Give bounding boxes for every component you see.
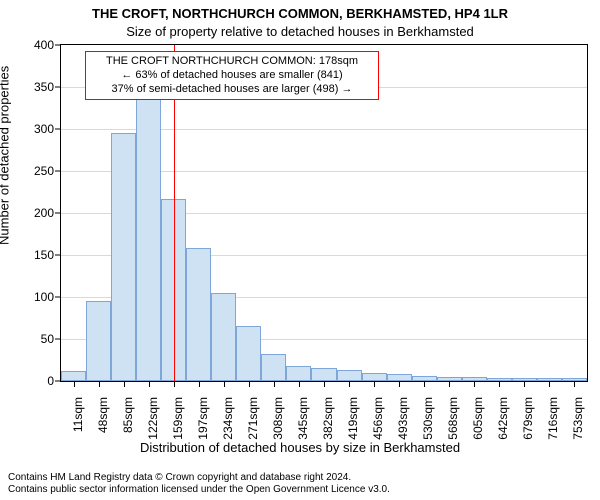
- annotation-line: 37% of semi-detached houses are larger (…: [89, 83, 375, 97]
- xtick-label: 419sqm: [346, 397, 360, 440]
- xtick-mark: [524, 382, 525, 387]
- y-axis-label: Number of detached properties: [0, 66, 12, 245]
- annotation-box: THE CROFT NORTHCHURCH COMMON: 178sqm← 63…: [85, 51, 379, 100]
- xtick-mark: [424, 382, 425, 387]
- xtick-label: 530sqm: [421, 397, 435, 440]
- annotation-line: ← 63% of detached houses are smaller (84…: [89, 69, 375, 83]
- xtick-mark: [224, 382, 225, 387]
- ytick-mark: [55, 87, 60, 88]
- xtick-label: 716sqm: [546, 397, 560, 440]
- histogram-bar: [437, 377, 462, 381]
- xtick-label: 679sqm: [521, 397, 535, 440]
- xtick-mark: [299, 382, 300, 387]
- histogram-bar: [211, 293, 236, 381]
- xtick-label: 308sqm: [271, 397, 285, 440]
- xtick-mark: [199, 382, 200, 387]
- xtick-label: 122sqm: [146, 397, 160, 440]
- xtick-mark: [324, 382, 325, 387]
- footer-attribution: Contains HM Land Registry data © Crown c…: [8, 472, 390, 496]
- xtick-mark: [274, 382, 275, 387]
- ytick-mark: [55, 297, 60, 298]
- xtick-label: 234sqm: [221, 397, 235, 440]
- x-axis-label: Distribution of detached houses by size …: [0, 440, 600, 455]
- histogram-bar: [61, 371, 86, 381]
- ytick-label: 100: [26, 290, 54, 304]
- xtick-label: 345sqm: [296, 397, 310, 440]
- histogram-bar: [136, 95, 161, 381]
- ytick-mark: [55, 381, 60, 382]
- xtick-mark: [499, 382, 500, 387]
- xtick-mark: [549, 382, 550, 387]
- ytick-label: 250: [26, 164, 54, 178]
- ytick-mark: [55, 255, 60, 256]
- histogram-bar: [487, 378, 512, 381]
- chart-title-line1: THE CROFT, NORTHCHURCH COMMON, BERKHAMST…: [0, 6, 600, 21]
- ytick-label: 200: [26, 206, 54, 220]
- ytick-mark: [55, 213, 60, 214]
- ytick-label: 300: [26, 122, 54, 136]
- ytick-label: 0: [26, 374, 54, 388]
- histogram-bar: [311, 368, 336, 381]
- xtick-label: 48sqm: [96, 397, 110, 433]
- xtick-label: 456sqm: [371, 397, 385, 440]
- ytick-label: 350: [26, 80, 54, 94]
- histogram-bar: [537, 378, 562, 381]
- xtick-mark: [99, 382, 100, 387]
- histogram-bar: [512, 378, 537, 381]
- histogram-bar: [286, 366, 311, 381]
- xtick-mark: [174, 382, 175, 387]
- histogram-bar: [236, 326, 261, 381]
- xtick-label: 568sqm: [446, 397, 460, 440]
- histogram-bar: [412, 376, 437, 381]
- histogram-bar: [261, 354, 286, 381]
- histogram-bar: [362, 373, 387, 381]
- annotation-line: THE CROFT NORTHCHURCH COMMON: 178sqm: [89, 55, 375, 69]
- xtick-mark: [74, 382, 75, 387]
- ytick-mark: [55, 339, 60, 340]
- ytick-mark: [55, 171, 60, 172]
- xtick-label: 382sqm: [321, 397, 335, 440]
- chart-title-line2: Size of property relative to detached ho…: [0, 24, 600, 39]
- histogram-bar: [86, 301, 111, 381]
- chart-container: THE CROFT, NORTHCHURCH COMMON, BERKHAMST…: [0, 0, 600, 500]
- ytick-mark: [55, 129, 60, 130]
- xtick-label: 85sqm: [121, 397, 135, 433]
- xtick-label: 159sqm: [171, 397, 185, 440]
- footer-line: Contains HM Land Registry data © Crown c…: [8, 472, 390, 484]
- ytick-label: 400: [26, 38, 54, 52]
- xtick-label: 11sqm: [71, 397, 85, 432]
- xtick-mark: [374, 382, 375, 387]
- histogram-bar: [562, 378, 587, 381]
- xtick-mark: [124, 382, 125, 387]
- ytick-mark: [55, 45, 60, 46]
- xtick-label: 493sqm: [396, 397, 410, 440]
- xtick-label: 271sqm: [246, 397, 260, 440]
- histogram-bar: [111, 133, 136, 381]
- xtick-mark: [249, 382, 250, 387]
- xtick-mark: [574, 382, 575, 387]
- xtick-label: 753sqm: [571, 397, 585, 440]
- ytick-label: 50: [26, 332, 54, 346]
- xtick-label: 642sqm: [496, 397, 510, 440]
- plot-area: THE CROFT NORTHCHURCH COMMON: 178sqm← 63…: [60, 44, 588, 382]
- ytick-label: 150: [26, 248, 54, 262]
- histogram-bar: [462, 377, 487, 381]
- histogram-bar: [387, 374, 412, 381]
- xtick-label: 605sqm: [471, 397, 485, 440]
- xtick-mark: [399, 382, 400, 387]
- xtick-mark: [349, 382, 350, 387]
- xtick-label: 197sqm: [196, 397, 210, 440]
- xtick-mark: [149, 382, 150, 387]
- histogram-bar: [186, 248, 211, 381]
- histogram-bar: [337, 370, 362, 381]
- xtick-mark: [449, 382, 450, 387]
- footer-line: Contains public sector information licen…: [8, 484, 390, 496]
- xtick-mark: [474, 382, 475, 387]
